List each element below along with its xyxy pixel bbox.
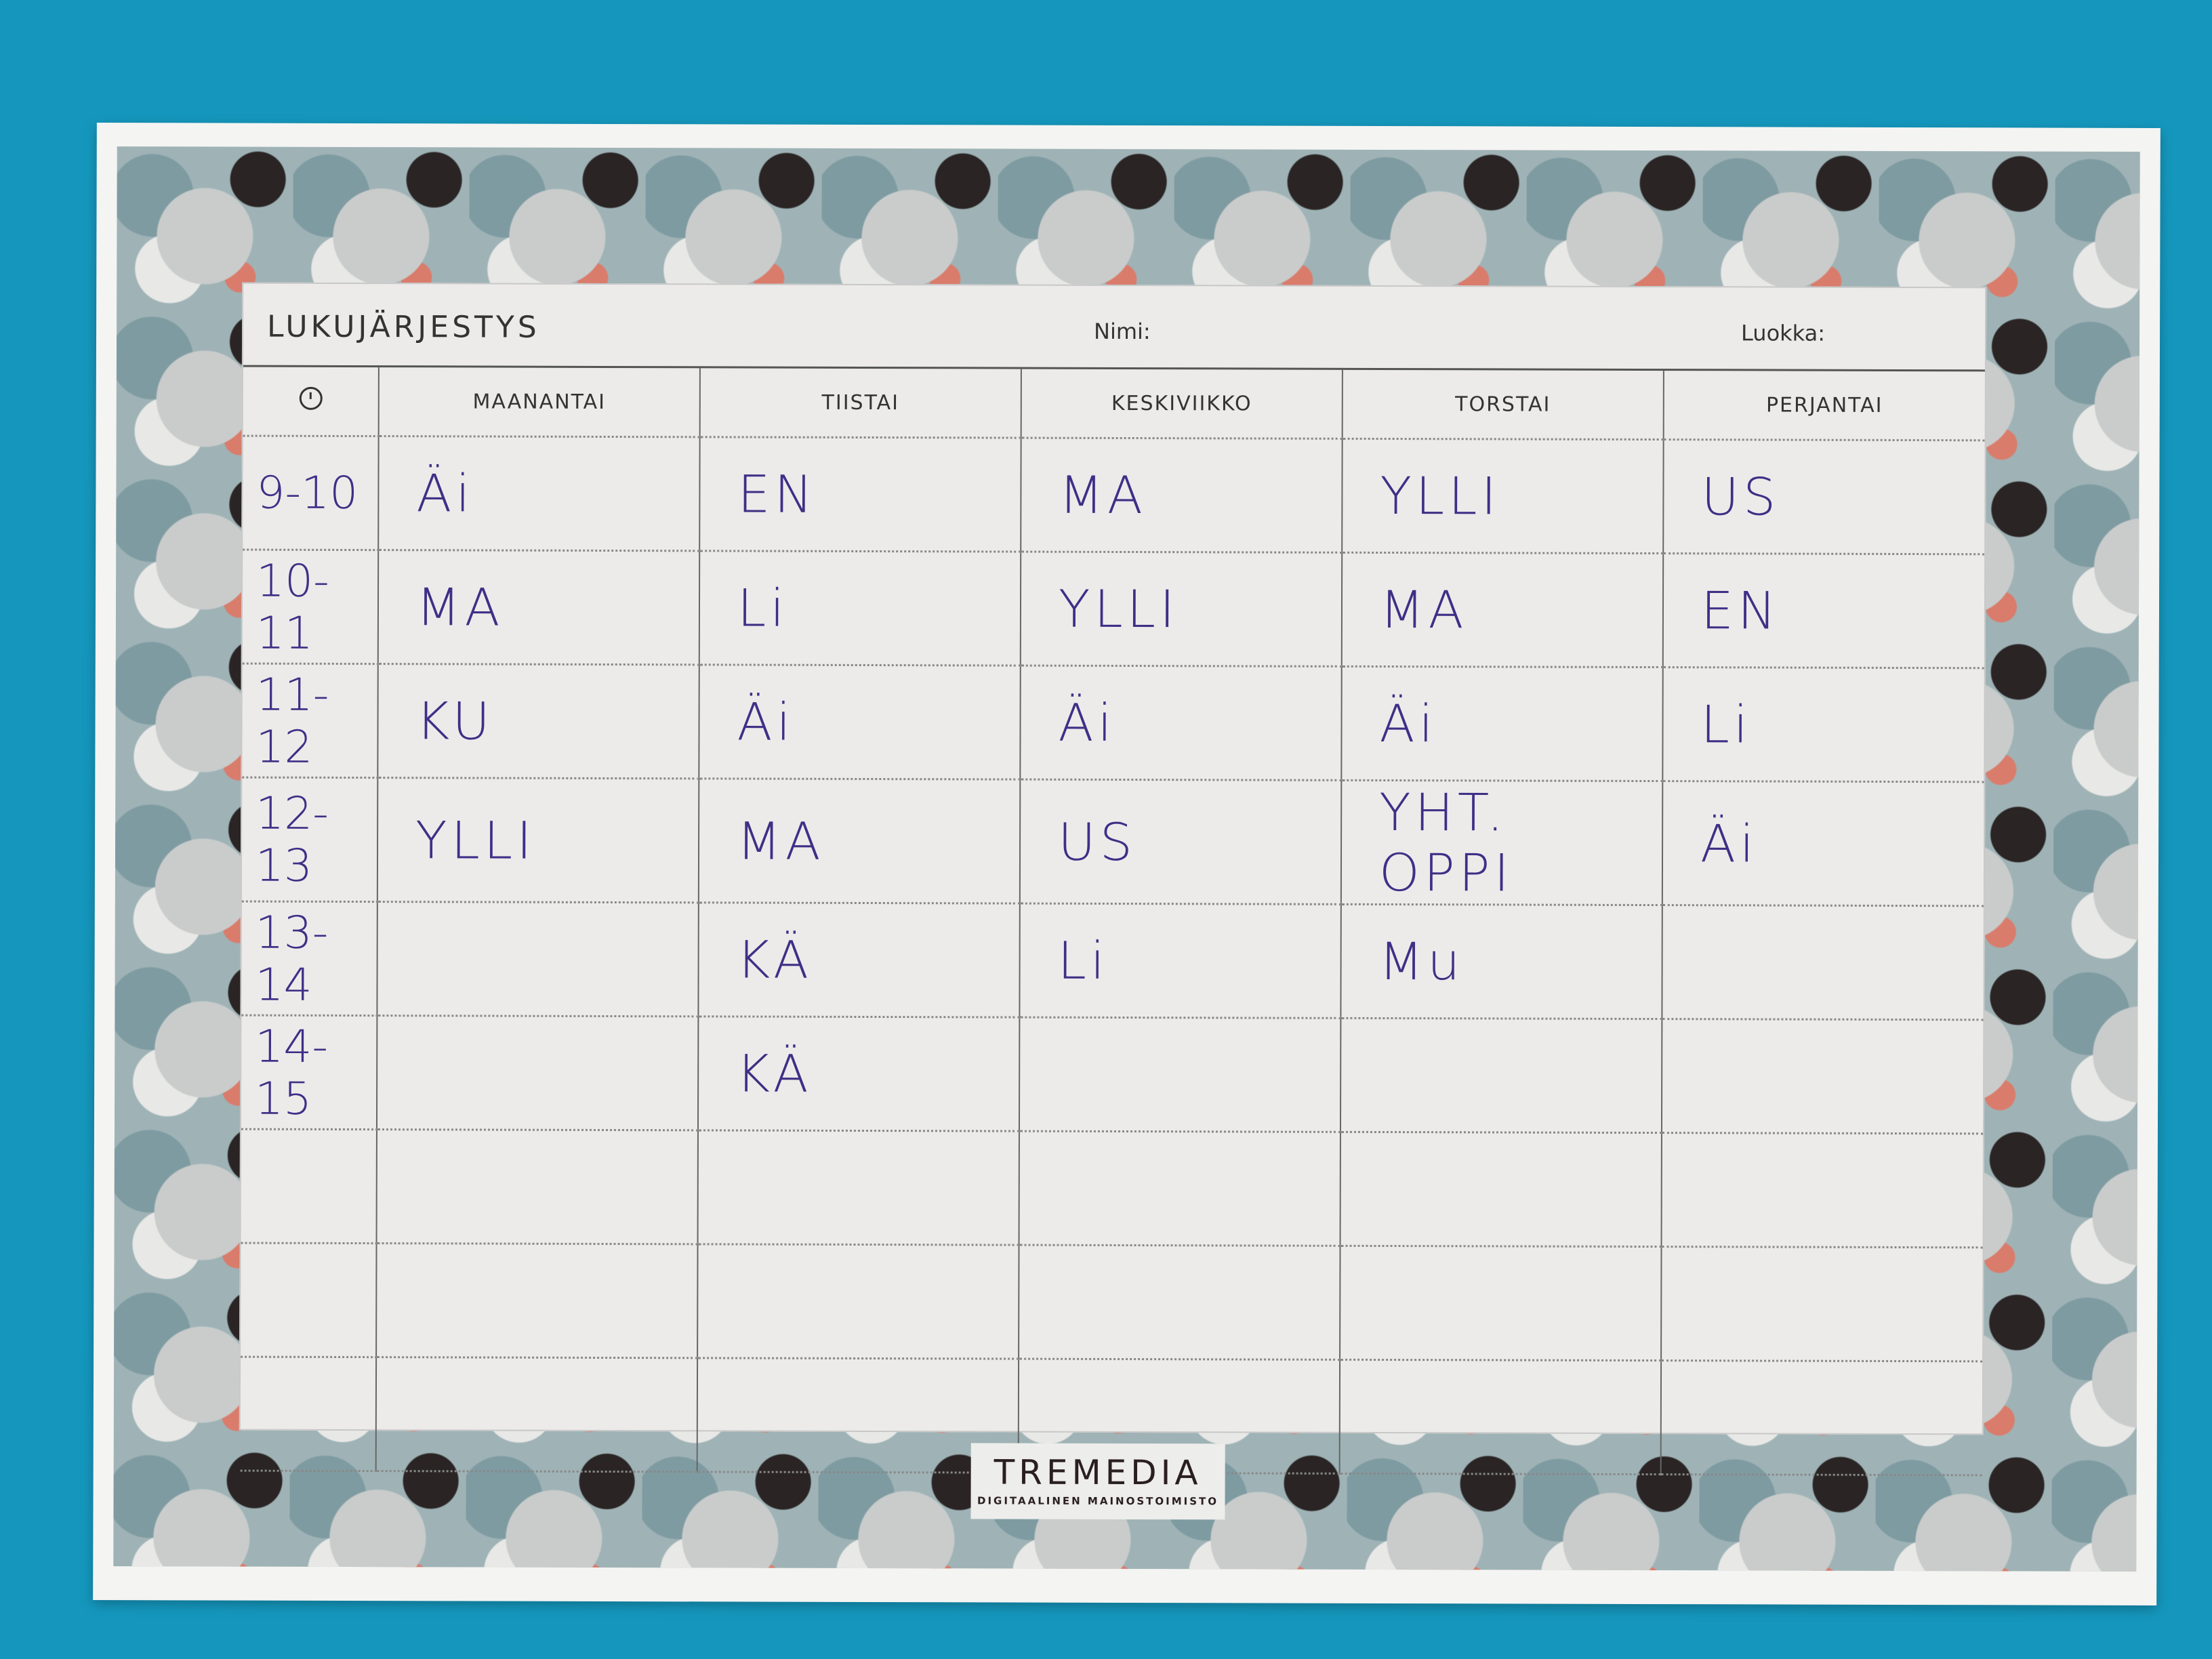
title-bar: LUKUJÄRJESTYS Nimi: Luokka: — [243, 283, 1986, 372]
day-header-row: MAANANTAI TIISTAI KESKIVIIKKO TORSTAI PE… — [243, 367, 1985, 441]
day-header: PERJANTAI — [1663, 371, 1985, 441]
subject-cell — [1019, 1017, 1341, 1132]
subject-cell: Äi — [699, 664, 1021, 780]
subject-cell: YLLI — [377, 777, 699, 903]
clock-icon — [299, 386, 323, 410]
tremedia-logo: TREMEDIA DIGITAALINEN MAINOSTOIMISTO — [970, 1443, 1225, 1520]
table-row: 11-12 KU Äi Äi Äi Li — [242, 663, 1984, 782]
subject-cell — [376, 1243, 698, 1358]
subject-cell — [376, 1015, 699, 1130]
time-slot — [241, 1243, 377, 1357]
subject-cell: KU — [377, 663, 699, 779]
subject-cell: KÄ — [697, 1016, 1020, 1132]
timetable-sheet: LUKUJÄRJESTYS Nimi: Luokka: MAANANTAI TI… — [239, 282, 1987, 1475]
time-slot: 10-11 — [242, 550, 379, 664]
subject-cell — [376, 1129, 698, 1244]
subject-cell: Li — [1019, 903, 1341, 1019]
subject-cell: Li — [699, 550, 1021, 666]
time-slot: 12-13 — [241, 777, 378, 902]
subject-cell: US — [1019, 779, 1342, 905]
subject-cell: Li — [1662, 667, 1984, 782]
subject-cell — [375, 1357, 698, 1472]
subject-cell: MA — [1021, 438, 1343, 553]
subject-cell — [697, 1130, 1019, 1246]
table-row: 12-13 YLLI MA US YHT. OPPI Äi — [241, 777, 1984, 906]
table-row: 10-11 MA Li YLLI MA EN — [242, 550, 1985, 668]
subject-cell: YLLI — [1342, 438, 1664, 554]
subject-cell — [1661, 1246, 1983, 1361]
time-slot: 14-15 — [241, 1015, 377, 1130]
subject-cell: US — [1663, 439, 1985, 554]
table-row — [241, 1243, 1983, 1361]
time-slot: 11-12 — [242, 663, 378, 778]
subject-cell — [697, 1244, 1019, 1359]
time-slot — [241, 1129, 377, 1244]
page-title: LUKUJÄRJESTYS — [267, 309, 540, 345]
subject-cell — [1019, 1245, 1340, 1360]
subject-cell: Äi — [1662, 781, 1984, 906]
subject-cell — [1661, 1019, 1984, 1134]
subject-cell: YHT. OPPI — [1340, 780, 1663, 905]
schedule-table: MAANANTAI TIISTAI KESKIVIIKKO TORSTAI PE… — [240, 367, 1985, 1477]
subject-cell: Äi — [1341, 666, 1663, 781]
table-row: 13-14 KÄ Li Mu — [241, 901, 1984, 1020]
subject-cell — [1340, 1246, 1662, 1361]
subject-cell: MA — [1341, 552, 1664, 668]
timetable-paper: LUKUJÄRJESTYS Nimi: Luokka: MAANANTAI TI… — [93, 123, 2160, 1605]
table-row — [241, 1129, 1983, 1248]
time-header — [243, 367, 379, 436]
subject-cell: MA — [377, 550, 700, 665]
subject-cell — [1339, 1359, 1662, 1475]
logo-text: TREMEDIA — [994, 1452, 1202, 1493]
subject-cell — [1340, 1018, 1662, 1133]
day-header: MAANANTAI — [378, 367, 700, 437]
day-header: KESKIVIIKKO — [1021, 369, 1343, 439]
subject-cell: EN — [699, 436, 1021, 552]
subject-cell — [1662, 905, 1984, 1020]
subject-cell: KÄ — [698, 902, 1020, 1018]
subject-cell: Äi — [1020, 665, 1342, 781]
time-slot — [240, 1357, 377, 1471]
subject-cell — [1660, 1360, 1983, 1475]
day-header: TORSTAI — [1342, 369, 1664, 440]
subject-cell: Äi — [378, 436, 700, 551]
subject-cell: MA — [698, 778, 1021, 904]
subject-cell: Mu — [1340, 904, 1662, 1019]
name-label: Nimi: — [1094, 318, 1151, 345]
time-slot: 13-14 — [241, 901, 377, 1016]
subject-cell — [377, 901, 699, 1017]
logo-tagline: DIGITAALINEN MAINOSTOIMISTO — [977, 1494, 1219, 1508]
day-header: TIISTAI — [699, 368, 1021, 438]
subject-cell — [1019, 1131, 1340, 1246]
subject-cell — [1661, 1132, 1983, 1248]
table-row: 9-10 Äi EN MA YLLI US — [243, 436, 1985, 554]
table-row: 14-15 KÄ — [241, 1015, 1984, 1134]
time-slot: 9-10 — [243, 436, 379, 550]
subject-cell: EN — [1662, 553, 1985, 668]
subject-cell — [1340, 1132, 1662, 1247]
class-label: Luokka: — [1741, 320, 1826, 346]
subject-cell: YLLI — [1020, 552, 1343, 667]
